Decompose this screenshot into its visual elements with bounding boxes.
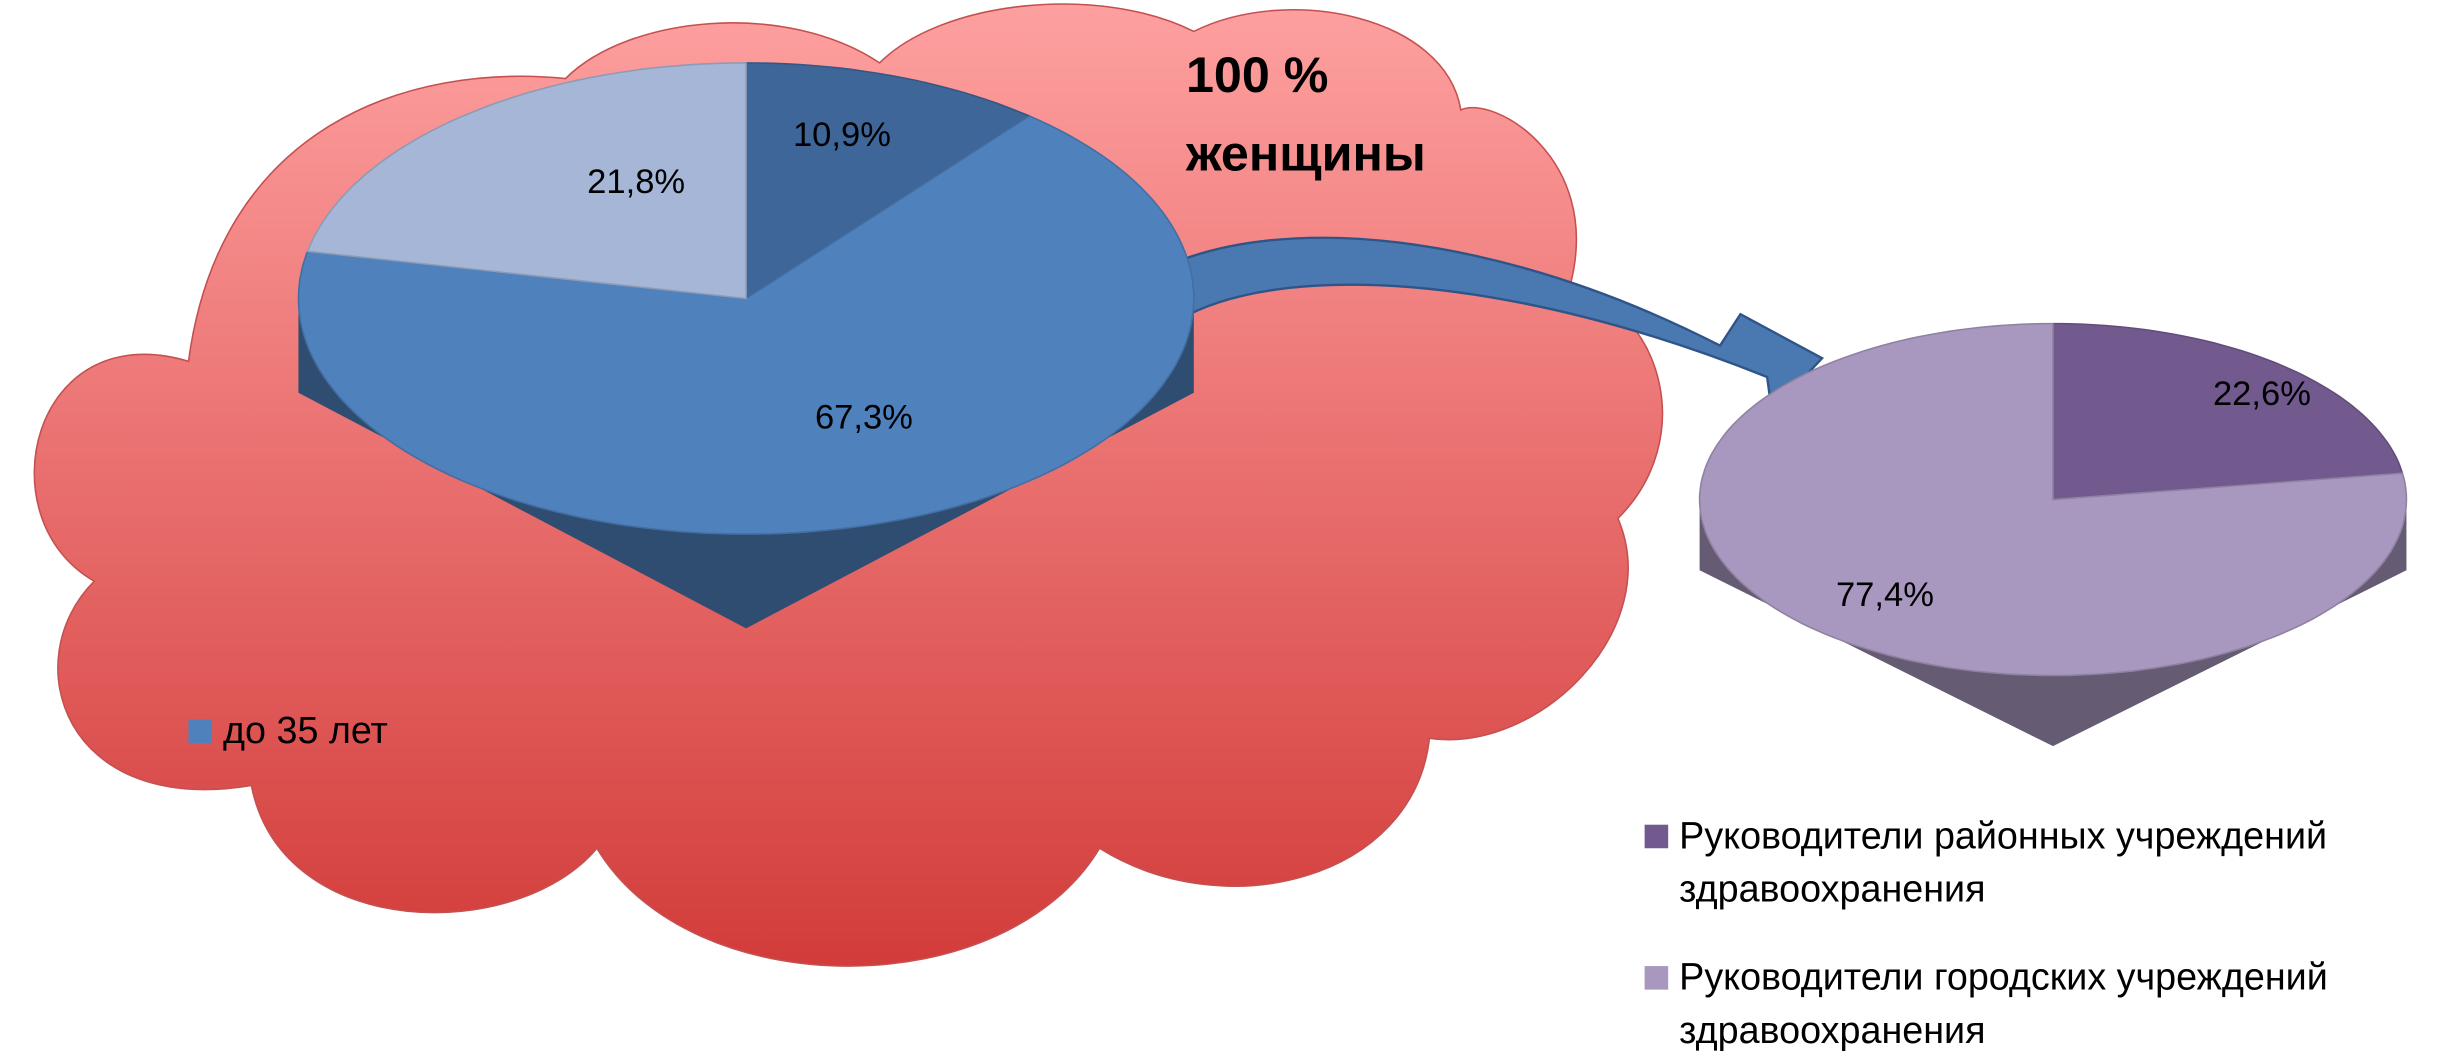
legend-item: Руководители городских учреждений здраво… — [1679, 952, 2463, 1058]
data-label: 21,8% — [587, 163, 685, 201]
data-label: 22,6% — [2213, 375, 2311, 413]
legend-label: до 35 лет — [223, 705, 694, 758]
legend-swatch — [1645, 825, 1669, 849]
legend-swatch — [188, 719, 212, 743]
chart: 10,9% 67,3% 21,8% до 35 лет 100 % женщины 22,6… — [0, 0, 2463, 1058]
data-label: 67,3% — [815, 399, 913, 437]
legend-item: до 35 лет — [223, 705, 694, 831]
annotation: женщины — [1185, 125, 1426, 181]
data-label: 10,9% — [793, 116, 891, 154]
legend-item: Руководители районных учреждений здравоо… — [1679, 811, 2463, 937]
data-label: 77,4% — [1836, 576, 1934, 614]
legend-label: Руководители районных учреждений здравоо… — [1679, 811, 2463, 918]
annotation: 100 % — [1186, 47, 1328, 103]
page: 10,9% 67,3% 21,8% до 35 лет 100 % женщины 22,6… — [0, 0, 2463, 1058]
legend-label: Руководители городских учреждений здраво… — [1679, 952, 2463, 1058]
legend-swatch — [1645, 966, 1669, 990]
